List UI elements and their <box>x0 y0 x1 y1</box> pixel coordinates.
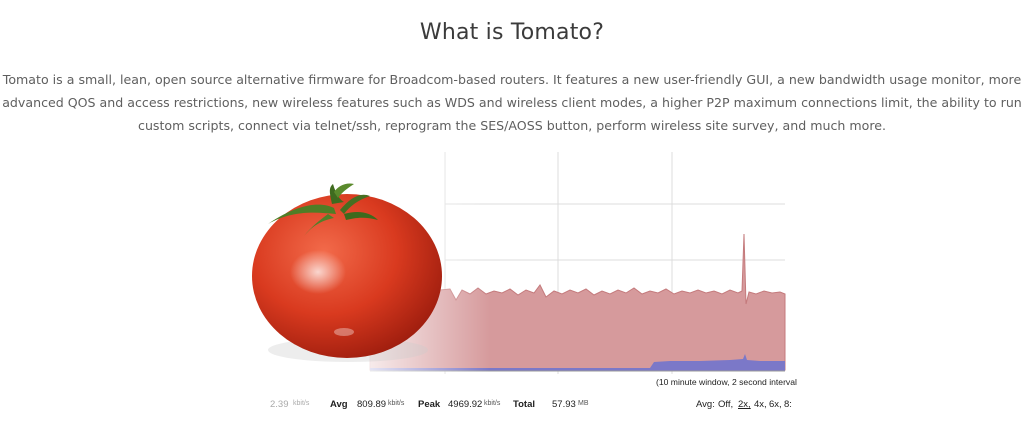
hero-image: (10 minute window, 2 second interval 2.3… <box>240 152 800 422</box>
averaging-label: Avg: <box>696 399 715 410</box>
total-value: 57.93 <box>552 399 576 410</box>
averaging-4x: 4x, <box>754 399 767 410</box>
avg-label: Avg <box>330 399 348 410</box>
averaging-off: Off, <box>718 399 734 410</box>
graph-window-note: (10 minute window, 2 second interval <box>656 377 797 387</box>
averaging-8x: 8: <box>784 399 792 410</box>
peak-value: 4969.92 <box>448 399 483 410</box>
outbound-traffic-area <box>370 354 785 371</box>
bandwidth-graph <box>252 152 786 374</box>
page-description: Tomato is a small, lean, open source alt… <box>2 72 1022 133</box>
total-unit: MB <box>578 400 589 407</box>
current-unit: kbit/s <box>293 400 310 407</box>
avg-unit: kbit/s <box>388 400 405 407</box>
tomato-icon <box>252 183 442 362</box>
total-label: Total <box>513 399 535 410</box>
averaging-2x: 2x, <box>738 399 751 410</box>
averaging-6x: 6x, <box>769 399 782 410</box>
peak-label: Peak <box>418 399 441 410</box>
current-value: 2.39 <box>270 399 289 410</box>
page-title: What is Tomato? <box>419 20 605 45</box>
avg-value: 809.89 <box>357 399 387 410</box>
bandwidth-stats: 2.39 kbit/s Avg 809.89 kbit/s Peak 4969.… <box>270 399 800 413</box>
peak-unit: kbit/s <box>484 400 501 407</box>
